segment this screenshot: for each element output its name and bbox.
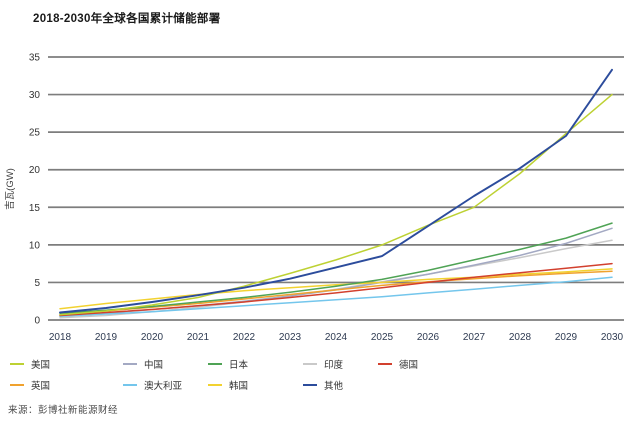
- x-tick-label-2025: 2025: [371, 332, 394, 343]
- legend-label-japan: 日本: [229, 360, 249, 371]
- x-tick-label-2019: 2019: [95, 332, 118, 343]
- legend-label-china: 中国: [144, 360, 164, 371]
- x-tick-label-2024: 2024: [325, 332, 348, 343]
- legend-label-australia: 澳大利亚: [144, 381, 183, 392]
- legend-label-uk: 英国: [31, 381, 51, 392]
- legend-dash-germany: [378, 363, 392, 365]
- y-tick-label-25: 25: [29, 128, 41, 139]
- legend-dash-japan: [208, 363, 222, 365]
- legend-item-uk: 英国: [10, 378, 50, 392]
- x-tick-label-2018: 2018: [49, 332, 72, 343]
- x-tick-label-2026: 2026: [417, 332, 440, 343]
- y-tick-label-10: 10: [29, 240, 41, 251]
- x-tick-label-2020: 2020: [141, 332, 164, 343]
- legend-item-korea: 韩国: [208, 378, 248, 392]
- y-tick-label-5: 5: [34, 278, 40, 289]
- x-tick-label-2022: 2022: [233, 332, 256, 343]
- legend-item-germany: 德国: [378, 357, 418, 371]
- legend-label-us: 美国: [31, 360, 51, 371]
- legend-dash-korea: [208, 384, 222, 386]
- series-line-us: [59, 93, 613, 316]
- series-line-others: [59, 68, 613, 314]
- legend-label-others: 其他: [324, 381, 344, 392]
- y-tick-label-35: 35: [29, 53, 41, 64]
- y-tick-label-0: 0: [34, 316, 40, 327]
- legend-dash-india: [303, 363, 317, 365]
- y-axis-title: 吉瓦(GW): [5, 168, 16, 210]
- chart-legend: 美国 中国 日本 印度 德国英国 澳大利亚 韩国 其他: [0, 353, 640, 399]
- legend-label-india: 印度: [324, 360, 344, 371]
- series-line-germany: [59, 262, 613, 317]
- series-line-korea: [59, 268, 613, 310]
- legend-item-us: 美国: [10, 357, 50, 371]
- x-tick-label-2029: 2029: [555, 332, 578, 343]
- chart-title: 2018-2030年全球各国累计储能部署: [33, 13, 221, 25]
- x-tick-label-2021: 2021: [187, 332, 210, 343]
- series-line-japan: [59, 222, 613, 314]
- legend-item-others: 其他: [303, 378, 343, 392]
- y-tick-label-15: 15: [29, 203, 41, 214]
- legend-item-india: 印度: [303, 357, 343, 371]
- x-tick-label-2028: 2028: [509, 332, 532, 343]
- legend-label-germany: 德国: [399, 360, 419, 371]
- legend-dash-others: [303, 384, 317, 386]
- x-tick-label-2030: 2030: [601, 332, 624, 343]
- x-tick-label-2023: 2023: [279, 332, 302, 343]
- legend-label-korea: 韩国: [229, 381, 249, 392]
- legend-item-china: 中国: [123, 357, 163, 371]
- legend-dash-us: [10, 363, 24, 365]
- y-tick-label-30: 30: [29, 90, 41, 101]
- y-tick-label-20: 20: [29, 165, 41, 176]
- legend-dash-china: [123, 363, 137, 365]
- legend-item-australia: 澳大利亚: [123, 378, 182, 392]
- legend-dash-uk: [10, 384, 24, 386]
- x-tick-label-2027: 2027: [463, 332, 486, 343]
- series-line-australia: [59, 276, 613, 317]
- legend-dash-australia: [123, 384, 137, 386]
- source-note: 来源：彭博社新能源财经: [8, 405, 119, 416]
- legend-item-japan: 日本: [208, 357, 248, 371]
